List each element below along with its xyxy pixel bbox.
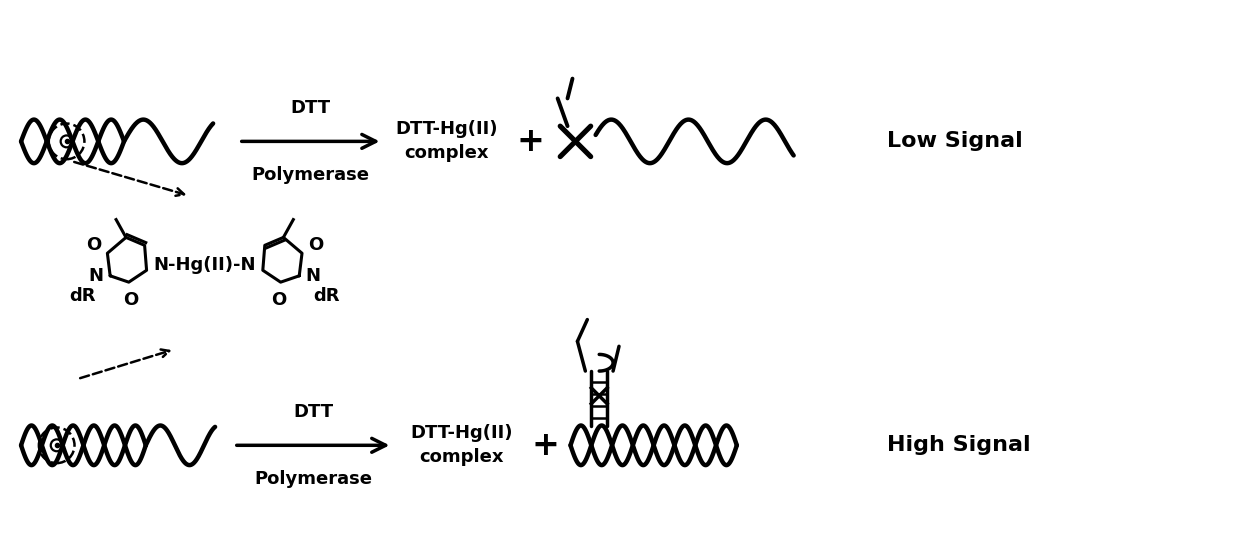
Text: complex: complex [404,144,489,162]
Text: +: + [517,125,544,158]
Text: O: O [309,236,324,254]
Text: DTT: DTT [290,99,330,117]
Text: complex: complex [419,448,503,466]
Text: Polymerase: Polymerase [254,470,372,488]
Text: dR: dR [314,286,340,305]
Text: dR: dR [69,286,95,305]
Text: High Signal: High Signal [888,435,1030,455]
Text: +: + [532,429,559,462]
Text: DTT: DTT [293,402,334,421]
Text: N: N [305,267,321,285]
Text: N-Hg(II)-N: N-Hg(II)-N [154,256,255,274]
Text: DTT-Hg(II): DTT-Hg(II) [410,425,513,442]
Text: DTT-Hg(II): DTT-Hg(II) [396,120,498,139]
Text: Polymerase: Polymerase [252,166,370,184]
Text: Low Signal: Low Signal [888,132,1023,152]
Text: O: O [123,291,139,309]
Text: N: N [89,267,104,285]
Text: O: O [86,236,102,254]
Text: O: O [272,291,286,309]
